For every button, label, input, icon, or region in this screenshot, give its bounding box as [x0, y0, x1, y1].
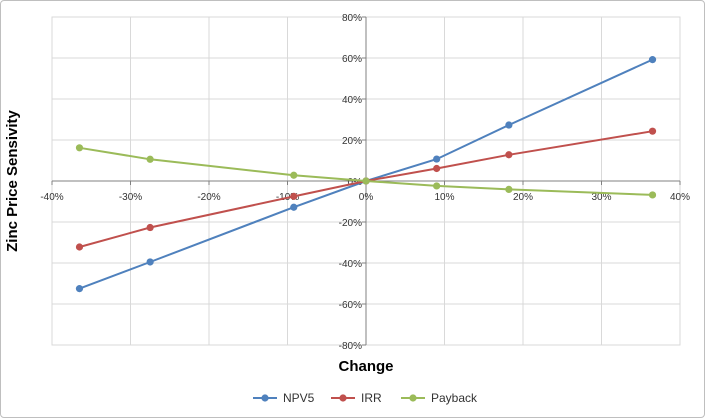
- data-point-irr: [290, 192, 298, 200]
- data-point-irr: [505, 151, 513, 159]
- x-tick-labels: -40% -30% -20% -10% 0% 10% 20% 30% 40%: [40, 192, 690, 203]
- data-point-irr: [75, 243, 84, 251]
- data-point-payback: [362, 177, 370, 185]
- legend-marker: [261, 394, 269, 402]
- y-tick-label: -40%: [339, 259, 362, 270]
- legend-label: NPV5: [283, 391, 315, 405]
- x-tick-label: -40%: [40, 192, 63, 203]
- x-tick-label: 0%: [359, 192, 374, 203]
- data-point-payback: [75, 144, 84, 152]
- x-tick-label: 30%: [591, 192, 611, 203]
- data-point-npv5: [433, 155, 441, 163]
- data-point-payback: [290, 171, 298, 179]
- legend-label: Payback: [431, 391, 478, 405]
- y-tick-label: 40%: [342, 95, 362, 106]
- data-point-npv5: [75, 285, 84, 293]
- x-tick-label: -30%: [119, 192, 142, 203]
- data-point-npv5: [290, 203, 298, 211]
- data-point-npv5: [648, 56, 657, 64]
- x-tick-label: 20%: [513, 192, 533, 203]
- data-point-irr: [648, 127, 657, 135]
- y-tick-label: -60%: [339, 300, 362, 311]
- y-tick-label: -80%: [339, 341, 362, 352]
- data-point-npv5: [505, 121, 513, 129]
- data-point-npv5: [146, 258, 154, 266]
- data-point-payback: [146, 155, 154, 163]
- y-tick-label: 60%: [342, 54, 362, 65]
- legend-item-npv5: NPV5: [253, 391, 315, 405]
- legend-marker: [339, 394, 347, 402]
- y-tick-label: -20%: [339, 218, 362, 229]
- series-payback: [75, 144, 657, 199]
- x-tick-label: 10%: [434, 192, 454, 203]
- legend-item-irr: IRR: [331, 391, 382, 405]
- x-tick-label: 40%: [670, 192, 690, 203]
- legend-item-payback: Payback: [401, 391, 478, 405]
- legend-marker: [409, 394, 417, 402]
- y-axis-title: Zinc Price Sensivity: [4, 109, 21, 251]
- data-point-irr: [146, 223, 154, 232]
- data-point-payback: [433, 182, 441, 190]
- data-point-payback: [505, 185, 513, 194]
- y-tick-label: 20%: [342, 136, 362, 147]
- x-axis-title: Change: [338, 358, 393, 375]
- x-tick-label: -20%: [197, 192, 220, 203]
- legend: NPV5 IRR Payback: [253, 391, 478, 405]
- series-lines: [75, 56, 657, 293]
- y-tick-label: 80%: [342, 13, 362, 24]
- legend-label: IRR: [361, 391, 382, 405]
- data-point-payback: [648, 191, 657, 199]
- data-point-irr: [433, 164, 441, 173]
